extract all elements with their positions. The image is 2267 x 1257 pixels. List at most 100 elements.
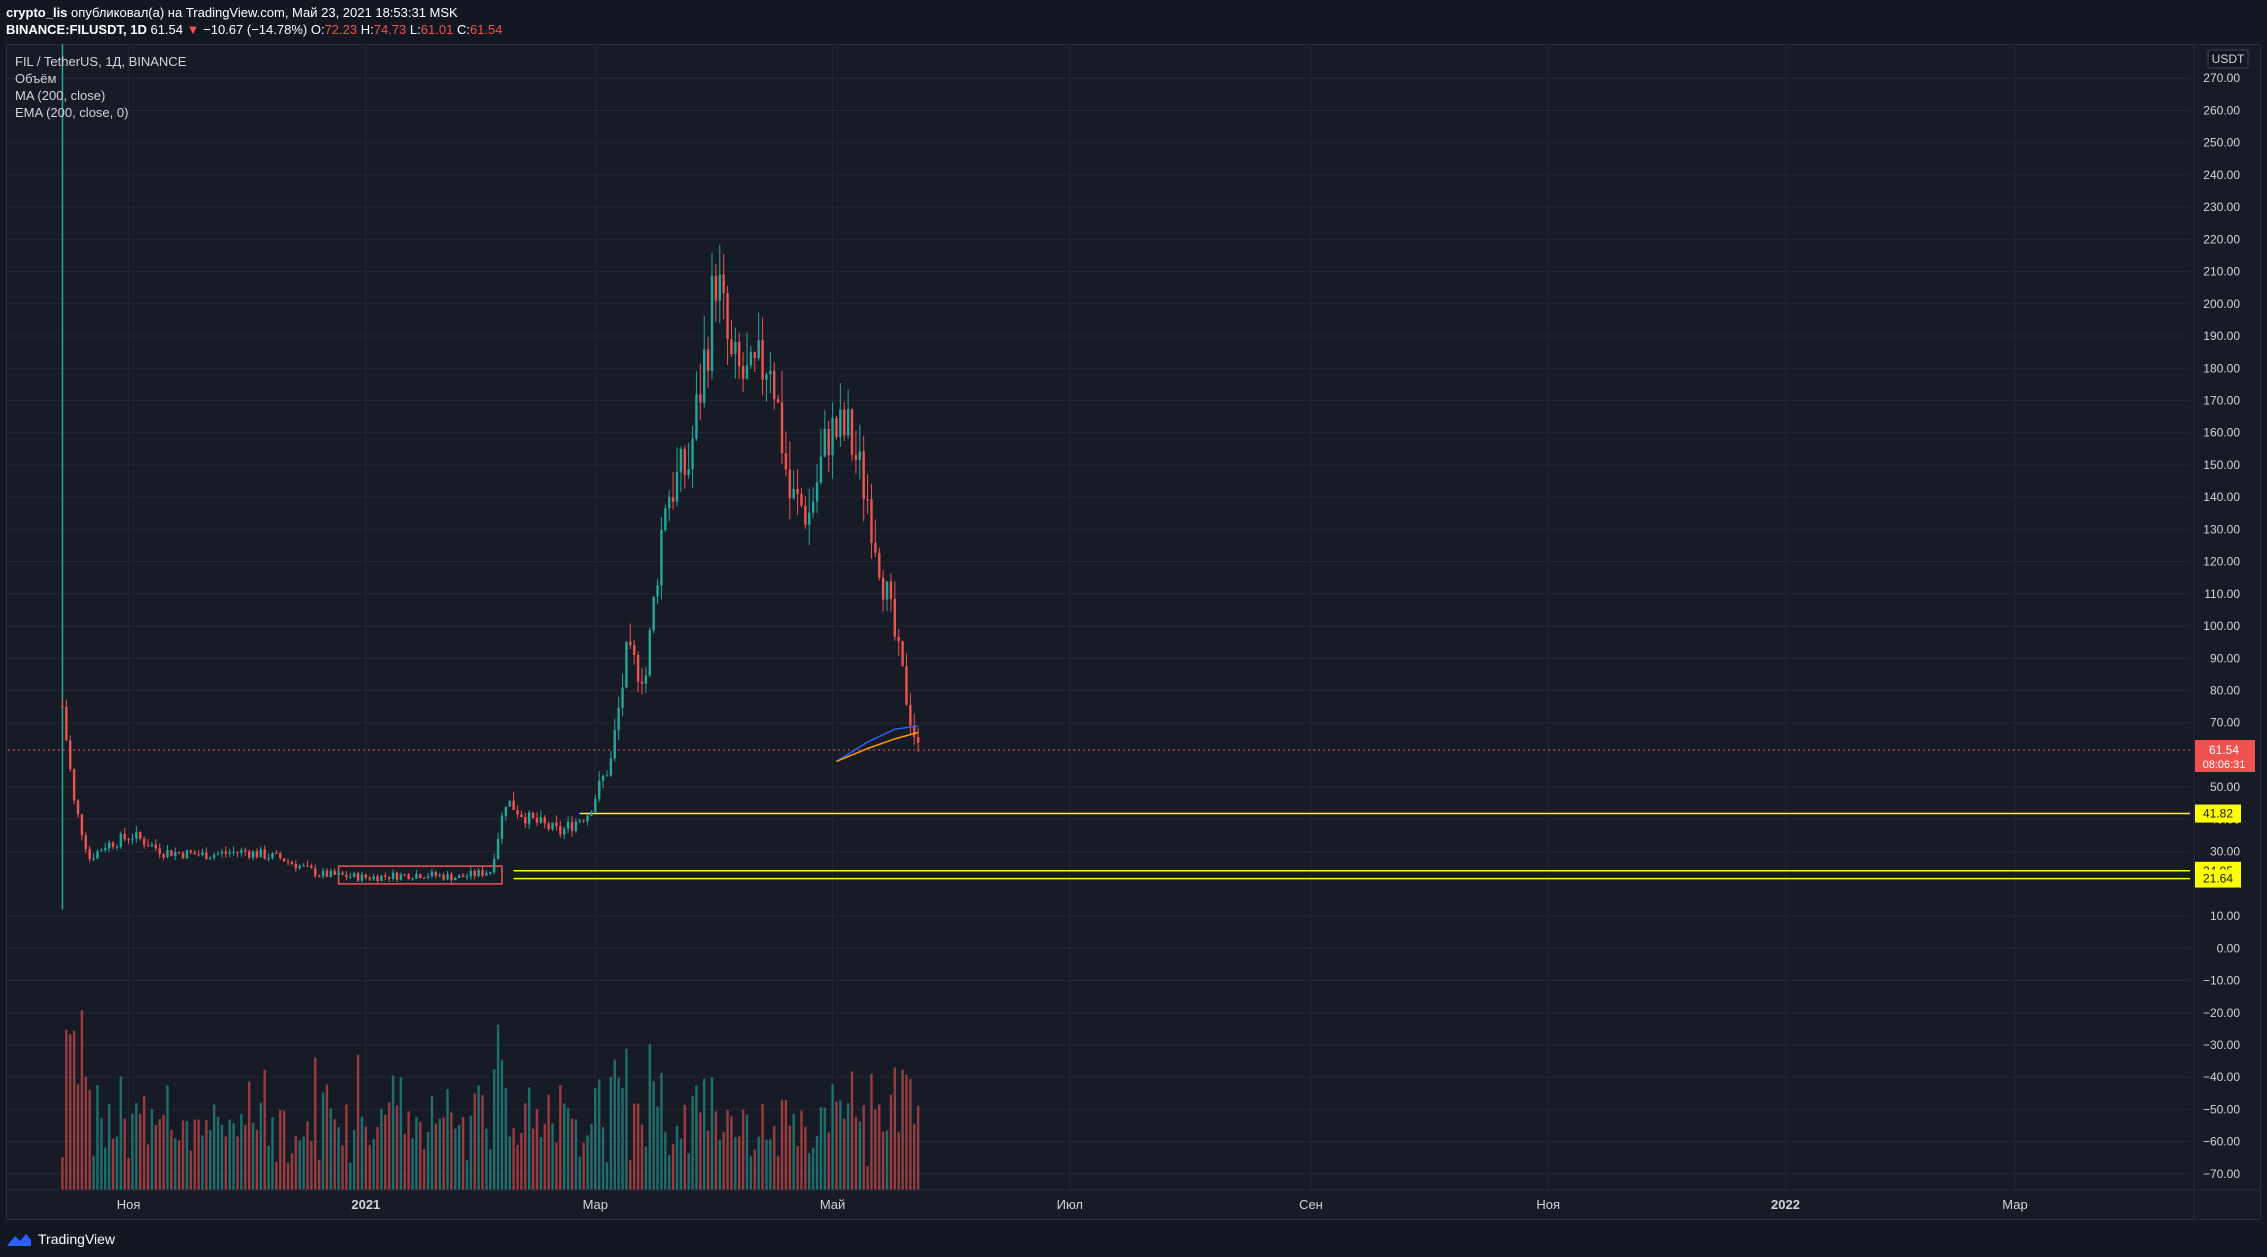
volume-bar: [605, 1162, 609, 1190]
candle-body: [329, 870, 333, 877]
candle-body: [765, 374, 768, 380]
volume-bar: [302, 1136, 305, 1190]
time-axis: Ноя 2021 Мар Май Июл Сен Ноя 2022 Мар: [6, 1189, 2261, 1212]
volume-bar: [356, 1054, 360, 1190]
volume-bar: [384, 1114, 387, 1190]
candle-body: [290, 861, 294, 864]
legend-ema[interactable]: EMA (200, close, 0): [15, 105, 129, 120]
candle-body: [885, 581, 889, 600]
y-tick-label: 190.00: [2203, 329, 2240, 343]
candle-body: [419, 874, 422, 878]
x-tick-label: Ноя: [117, 1197, 141, 1212]
candle-body: [267, 858, 270, 860]
candle-body: [356, 873, 360, 881]
volume-bar: [461, 1117, 465, 1190]
last-price-tag: [2195, 739, 2255, 772]
volume-bar: [831, 1084, 834, 1190]
price-change: −10.67 (−14.78%): [203, 22, 308, 37]
candle-body: [166, 850, 169, 858]
volume-bar: [430, 1095, 434, 1190]
volume-bar: [862, 1105, 865, 1190]
chart-legend: FIL / TetherUS, 1Д, BINANCE Объём MA (20…: [15, 53, 186, 121]
volume-bar: [827, 1132, 830, 1190]
volume-bar: [621, 1087, 624, 1190]
volume-bar: [551, 1123, 554, 1190]
volume-bar: [504, 1087, 508, 1190]
volume-bar: [601, 1127, 605, 1190]
currency-label: USDT: [2212, 52, 2245, 66]
candle-body: [535, 817, 539, 823]
volume-bar: [858, 1121, 861, 1190]
volume-bar: [271, 1117, 274, 1190]
volume-bar: [668, 1155, 671, 1190]
candle-body: [776, 399, 780, 403]
volume-bar: [174, 1138, 177, 1190]
volume-bar: [784, 1099, 788, 1190]
y-tick-label: 160.00: [2203, 426, 2240, 440]
candle-body: [115, 846, 119, 848]
volume-bar: [520, 1133, 523, 1190]
candle-body: [399, 874, 403, 880]
candle-body: [598, 780, 601, 799]
y-tick-label: 230.00: [2203, 200, 2240, 214]
candle-body: [675, 472, 679, 502]
candle-body: [574, 821, 578, 831]
candle-body: [617, 707, 620, 731]
candle-body: [481, 870, 484, 876]
volume-bar: [745, 1114, 749, 1190]
legend-ma[interactable]: MA (200, close): [15, 88, 106, 103]
last-price-tag-label: 61.54: [2209, 743, 2239, 757]
candle-body: [489, 872, 492, 874]
volume-bar: [127, 1158, 130, 1190]
author-name[interactable]: crypto_lis: [6, 5, 68, 20]
volume-bar: [625, 1048, 628, 1190]
volume-bar: [656, 1106, 659, 1190]
volume-bar: [314, 1057, 317, 1190]
candle-body: [843, 409, 846, 436]
level-tag: [2195, 804, 2241, 823]
volume-bar: [866, 1166, 869, 1190]
candle-body: [380, 875, 383, 882]
candle-body: [621, 687, 624, 708]
volume-bar: [263, 1069, 266, 1190]
volume-bar: [135, 1103, 138, 1190]
volume-bar: [535, 1109, 539, 1190]
candle-body: [516, 810, 519, 815]
volume-bar: [531, 1128, 535, 1190]
candle-body: [146, 845, 150, 847]
candle-body: [251, 851, 255, 858]
down-arrow-icon: ▼: [186, 22, 200, 37]
volume-bar: [387, 1102, 391, 1190]
footer-brand[interactable]: TradingView: [6, 1226, 406, 1252]
candle-body: [131, 838, 134, 841]
candle-body: [562, 828, 566, 835]
low-value: 61.01: [420, 22, 454, 37]
volume-bar: [843, 1118, 846, 1190]
volume-bar: [142, 1096, 146, 1190]
volume-bar: [664, 1131, 667, 1190]
volume-bar: [492, 1069, 496, 1190]
candle-body: [485, 873, 488, 876]
candle-body: [543, 817, 546, 824]
volume-bar: [675, 1125, 679, 1190]
volume-bar: [96, 1085, 99, 1190]
chart-frame[interactable]: [6, 44, 2261, 1220]
candle-body: [808, 512, 811, 525]
volume-bar: [442, 1117, 445, 1190]
candle-body: [555, 822, 558, 827]
candle-body: [205, 852, 208, 860]
volume-bar: [870, 1073, 873, 1190]
candle-body: [590, 811, 593, 816]
legend-volume[interactable]: Объём: [15, 71, 57, 86]
candle-body: [69, 740, 72, 770]
y-tick-label: 130.00: [2203, 522, 2240, 536]
candle-body: [107, 842, 111, 849]
candle-body: [209, 857, 212, 860]
candle-body: [718, 274, 721, 301]
volume-bar: [481, 1095, 484, 1190]
candle-body: [177, 852, 181, 854]
candle-body: [539, 817, 543, 823]
volume-bar: [699, 1112, 702, 1190]
candle-body: [325, 870, 329, 877]
